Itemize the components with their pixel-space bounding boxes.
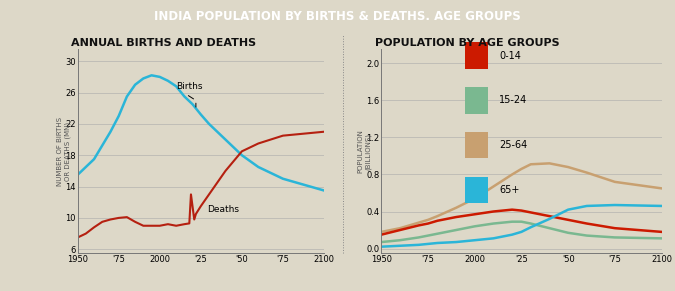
Text: 25-64: 25-64 xyxy=(499,140,527,150)
Text: INDIA POPULATION BY BIRTHS & DEATHS. AGE GROUPS: INDIA POPULATION BY BIRTHS & DEATHS. AGE… xyxy=(154,10,521,23)
Text: 65+: 65+ xyxy=(499,185,519,195)
Text: Births: Births xyxy=(176,82,202,91)
Text: ANNUAL BIRTHS AND DEATHS: ANNUAL BIRTHS AND DEATHS xyxy=(71,38,256,48)
Bar xyxy=(465,87,488,113)
Text: POPULATION BY AGE GROUPS: POPULATION BY AGE GROUPS xyxy=(375,38,560,48)
Bar xyxy=(465,177,488,203)
Text: 15-24: 15-24 xyxy=(499,95,527,105)
Text: Deaths: Deaths xyxy=(207,205,240,214)
Bar xyxy=(465,132,488,158)
Y-axis label: NUMBER OF BIRTHS
OR DEATHS (MN): NUMBER OF BIRTHS OR DEATHS (MN) xyxy=(57,117,70,186)
Text: 0-14: 0-14 xyxy=(499,51,521,61)
Bar xyxy=(465,42,488,69)
Y-axis label: POPULATION
(BILLIONS): POPULATION (BILLIONS) xyxy=(358,129,372,173)
